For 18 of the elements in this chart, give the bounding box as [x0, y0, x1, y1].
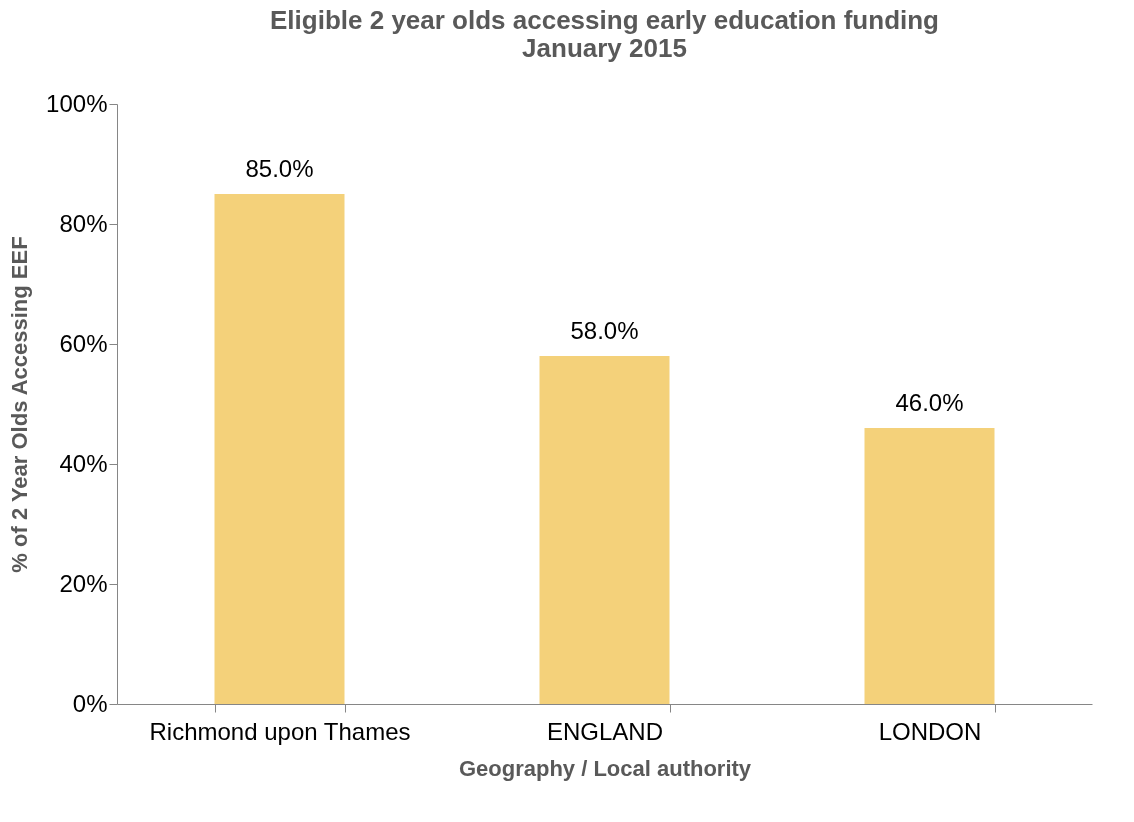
bar — [864, 428, 995, 704]
bar — [539, 356, 670, 704]
y-tick-label: 100% — [46, 89, 108, 117]
y-tick-label: 0% — [72, 689, 108, 717]
data-label: 46.0% — [895, 389, 964, 416]
y-tick-label: 80% — [59, 209, 108, 237]
data-label: 58.0% — [570, 317, 639, 344]
y-tick-label: 60% — [59, 329, 108, 357]
x-tick-label: LONDON — [878, 717, 982, 745]
y-tick-label: 40% — [59, 449, 108, 477]
x-tick-label: ENGLAND — [546, 717, 664, 745]
x-axis-title: Geography / Local authority — [458, 755, 752, 781]
x-tick-label: Richmond upon Thames — [149, 717, 411, 745]
y-tick-label: 20% — [59, 569, 108, 597]
data-label: 85.0% — [245, 155, 314, 182]
chart-title: Eligible 2 year olds accessing early education funding January 2015 — [270, 5, 939, 63]
y-axis-title: % of 2 Year Olds Accessing EEF — [7, 236, 33, 573]
bar — [214, 194, 345, 704]
